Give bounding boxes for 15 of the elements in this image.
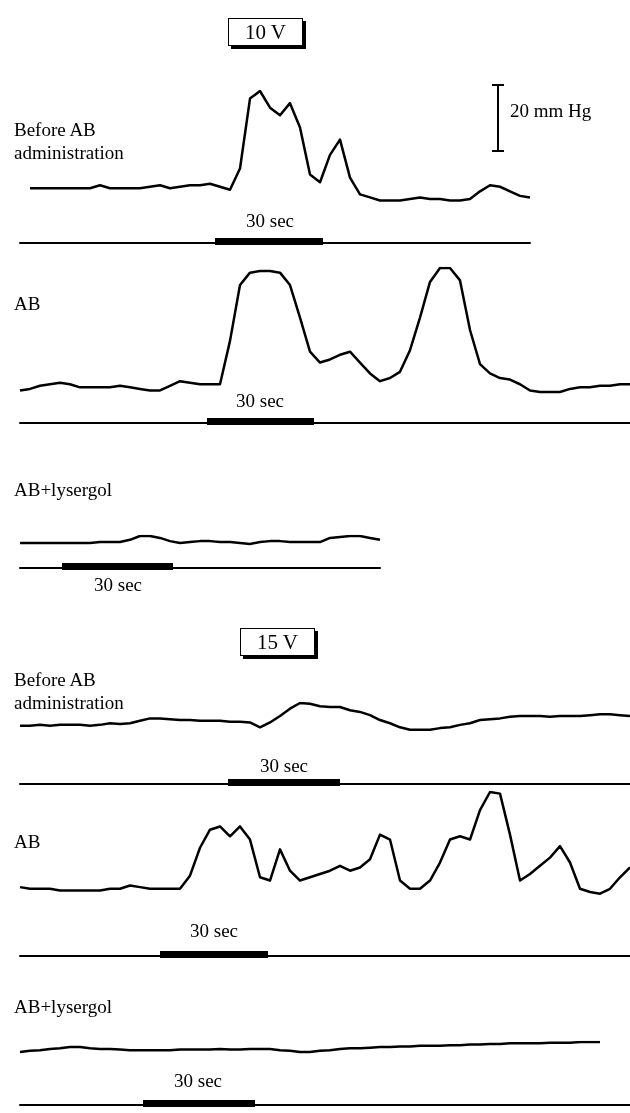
text: 30 sec bbox=[93, 574, 143, 596]
text: Before AB administration bbox=[14, 118, 125, 164]
annotation: 30 sec bbox=[245, 210, 295, 232]
chart-subtitle: 15 V bbox=[240, 628, 316, 656]
annotation: 30 sec bbox=[235, 390, 285, 412]
annotation: 20 mm Hg bbox=[510, 100, 592, 122]
chart-title: AB+lysergol bbox=[14, 478, 113, 501]
annotation: 30 sec bbox=[173, 1070, 223, 1092]
chart-title: Before AB administration bbox=[14, 668, 125, 714]
chart-subtitle: 10 V bbox=[228, 18, 304, 46]
annotation: 30 sec bbox=[259, 755, 309, 777]
chart-title: AB+lysergol bbox=[14, 995, 113, 1018]
annotation: 30 sec bbox=[189, 920, 239, 942]
text: AB bbox=[14, 830, 42, 853]
text: AB bbox=[14, 292, 42, 315]
